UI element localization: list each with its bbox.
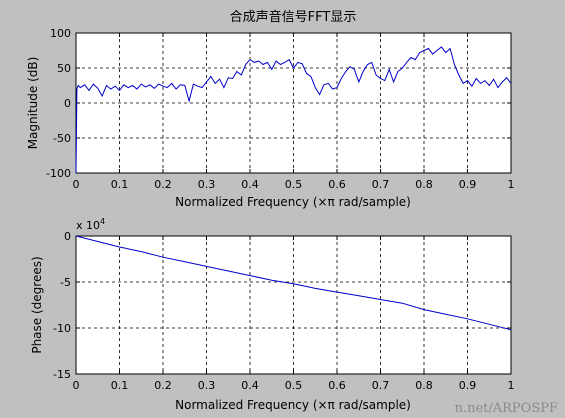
mag-x-tick-label: 0 [73, 178, 80, 191]
mag-x-tick-label: 1 [508, 178, 515, 191]
ph-x-tick-label: 0.9 [459, 379, 477, 392]
phase-x-ticks: 0 0.1 0.2 0.3 0.4 0.5 0.6 0.7 0.8 0.9 1 [73, 236, 515, 392]
magnitude-y-axis-label: Magnitude (dB) [26, 57, 40, 150]
mag-x-tick-label: 0.6 [328, 178, 346, 191]
phase-scale-label: x 104 [76, 217, 105, 232]
mag-y-tick-label: 0 [64, 97, 71, 110]
magnitude-x-axis-label: Normalized Frequency (×π rad/sample) [175, 195, 411, 209]
phase-series-line [75, 235, 512, 331]
phase-plot: 0 0.1 0.2 0.3 0.4 0.5 0.6 0.7 0.8 0.9 1 0-5-10-15 … [30, 217, 515, 412]
ph-x-tick-label: 0.3 [198, 379, 216, 392]
mag-x-tick-label: 0.1 [111, 178, 129, 191]
magnitude-y-ticks: 100 50 0 -50 -100 [46, 27, 511, 180]
magnitude-grid [76, 33, 511, 173]
mag-x-tick-label: 0.5 [285, 178, 303, 191]
phase-scale-base: x 10 [76, 219, 100, 232]
ph-y-tick-label: -15 [53, 368, 71, 381]
ph-x-tick-label: 0.5 [285, 379, 303, 392]
ph-x-tick-label: 0.1 [111, 379, 129, 392]
mag-y-tick-label: 50 [57, 62, 71, 75]
magnitude-plot: 合成声音信号FFT显示 0 0.1 0.2 0.3 0.4 0.5 0.6 0.7 0.8 0.9… [26, 9, 515, 209]
phase-y-ticks: 0 -5 -10 -15 [53, 230, 511, 381]
mag-x-tick-label: 0.9 [459, 178, 477, 191]
ph-x-tick-label: 0.4 [241, 379, 259, 392]
magnitude-series-line [75, 46, 512, 174]
ph-x-tick-label: 0.6 [328, 379, 346, 392]
ph-x-tick-label: 0.7 [372, 379, 390, 392]
magnitude-x-ticks: 0 0.1 0.2 0.3 0.4 0.5 0.6 0.7 0.8 0.9 1 [73, 33, 515, 191]
ph-x-tick-label: 0.8 [415, 379, 433, 392]
ph-x-tick-label: 0.2 [154, 379, 172, 392]
magnitude-title: 合成声音信号FFT显示 [230, 9, 357, 25]
ph-y-tick-label: -5 [60, 276, 71, 289]
ph-x-tick-label: 0 [73, 379, 80, 392]
ph-y-tick-label: 0 [64, 230, 71, 243]
mag-x-tick-label: 0.2 [154, 178, 172, 191]
ph-x-tick-label: 1 [508, 379, 515, 392]
phase-grid [76, 236, 511, 374]
mag-y-tick-label: 100 [50, 27, 71, 40]
mag-y-tick-label: -50 [53, 132, 71, 145]
mag-x-tick-label: 0.4 [241, 178, 259, 191]
mag-x-tick-label: 0.7 [372, 178, 390, 191]
mag-y-tick-label: -100 [46, 167, 71, 180]
mag-x-tick-label: 0.8 [415, 178, 433, 191]
phase-x-axis-label: Normalized Frequency (×π rad/sample) [175, 398, 411, 412]
phase-scale-exponent: 4 [100, 217, 105, 226]
ph-y-tick-label: -10 [53, 322, 71, 335]
watermark-text: n.net/ARPOSPF [455, 401, 558, 416]
mag-x-tick-label: 0.3 [198, 178, 216, 191]
phase-y-axis-label: Phase (degrees) [30, 256, 44, 353]
